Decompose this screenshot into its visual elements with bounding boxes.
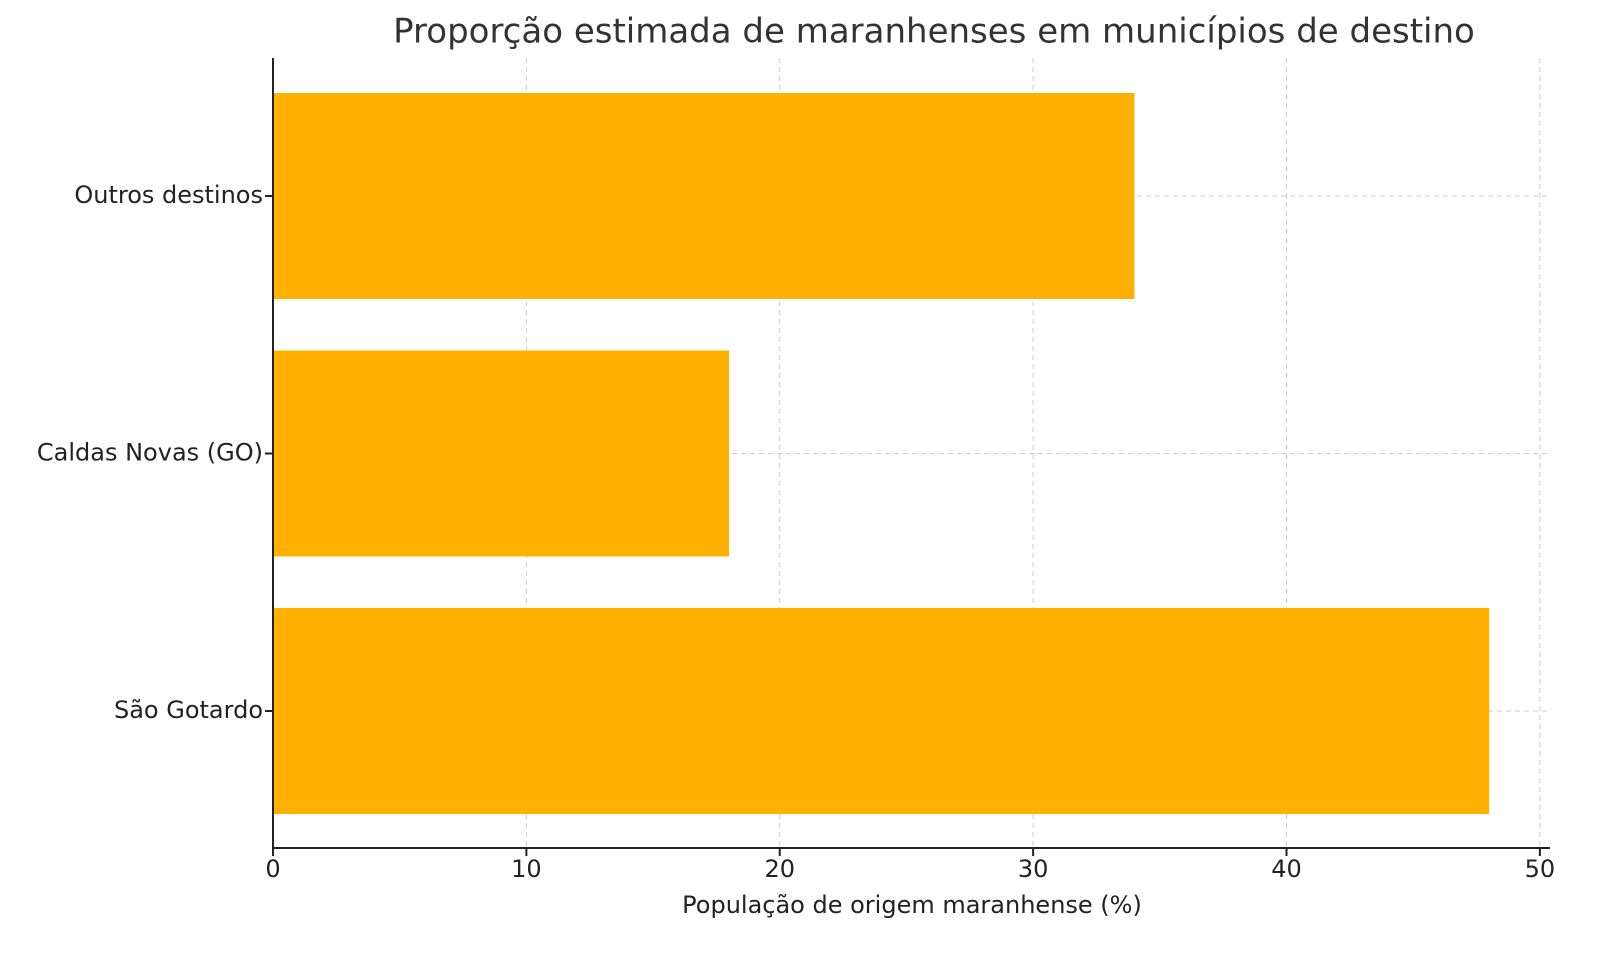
x-axis-label: População de origem maranhense (%) (682, 891, 1142, 919)
x-tick-label: 0 (265, 855, 280, 883)
x-tick-label: 20 (764, 855, 795, 883)
y-tick-label: Caldas Novas (GO) (37, 439, 263, 467)
bar (273, 608, 1490, 814)
x-tick-label: 10 (511, 855, 542, 883)
y-tick-label: Outros destinos (74, 181, 263, 209)
y-tick-label: São Gotardo (114, 696, 263, 724)
bar (273, 350, 730, 557)
x-tick-label: 50 (1525, 855, 1556, 883)
chart-title: Proporção estimada de maranhenses em mun… (393, 12, 1475, 52)
x-tick-label: 40 (1271, 855, 1302, 883)
x-tick-label: 30 (1018, 855, 1049, 883)
bar (273, 93, 1135, 299)
